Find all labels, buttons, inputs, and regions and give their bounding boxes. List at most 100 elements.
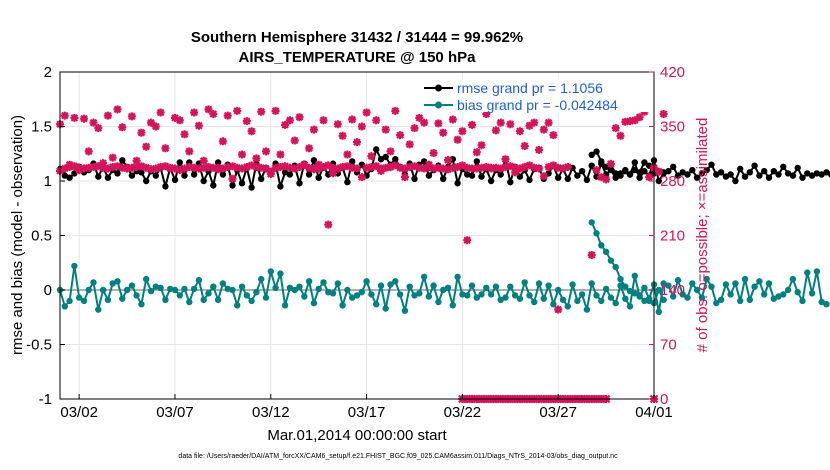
rmse-point bbox=[440, 175, 447, 182]
bias-point bbox=[602, 285, 610, 293]
obs-possible-marker bbox=[626, 117, 634, 126]
bias-point bbox=[670, 293, 677, 300]
marker-stroke bbox=[659, 110, 668, 118]
bias-point bbox=[425, 293, 433, 300]
obs-possible-marker bbox=[75, 163, 84, 172]
marker-stroke bbox=[156, 163, 165, 171]
marker-stroke bbox=[123, 164, 132, 173]
bias-point bbox=[80, 297, 88, 305]
obs-possible-marker bbox=[180, 164, 189, 173]
marker-stroke bbox=[439, 164, 448, 173]
marker-stroke bbox=[539, 125, 548, 134]
marker-stroke bbox=[271, 163, 280, 172]
obs-possible-marker bbox=[444, 156, 452, 164]
bias-point bbox=[799, 297, 806, 305]
obs-possible-marker bbox=[597, 173, 606, 182]
marker-stroke bbox=[65, 163, 74, 171]
marker-stroke bbox=[295, 163, 304, 171]
obs-possible-marker bbox=[448, 163, 457, 172]
rmse-point bbox=[770, 168, 777, 175]
bias-point bbox=[234, 302, 241, 309]
rmse-point bbox=[214, 159, 222, 166]
rmse-point bbox=[138, 169, 145, 176]
bias-point bbox=[535, 280, 543, 287]
rmse-point bbox=[66, 174, 73, 181]
obs-possible-marker bbox=[166, 163, 175, 172]
obs-possible-marker bbox=[266, 167, 275, 176]
bias-point bbox=[722, 281, 730, 288]
marker-stroke bbox=[520, 163, 529, 171]
marker-stroke bbox=[89, 163, 98, 171]
bias-point bbox=[143, 275, 150, 283]
obs-possible-marker bbox=[257, 163, 266, 172]
obs-possible-marker bbox=[60, 164, 69, 173]
bias-point bbox=[420, 273, 428, 281]
marker-stroke bbox=[386, 163, 395, 171]
rmse-point bbox=[473, 158, 480, 165]
obs-possible-marker bbox=[338, 163, 347, 171]
marker-stroke bbox=[468, 164, 476, 173]
obs-possible-marker bbox=[276, 150, 285, 159]
marker-stroke bbox=[491, 163, 500, 172]
obs-possible-marker bbox=[271, 106, 280, 115]
marker-stroke bbox=[530, 163, 539, 172]
rmse-point bbox=[761, 168, 768, 175]
legend-bias-marker bbox=[435, 101, 442, 109]
bias-point bbox=[813, 268, 821, 275]
obs-possible-marker bbox=[333, 164, 342, 173]
marker-stroke bbox=[103, 111, 112, 120]
bias-point bbox=[61, 303, 68, 310]
obs-possible-marker bbox=[99, 159, 108, 168]
marker-stroke bbox=[511, 163, 520, 172]
marker-stroke bbox=[314, 164, 323, 173]
rmse-point bbox=[229, 182, 236, 189]
x-tick-label: 03/12 bbox=[252, 404, 290, 421]
bias-point bbox=[636, 292, 643, 299]
bias-point bbox=[262, 294, 270, 301]
obs-possible-marker bbox=[276, 163, 285, 171]
obs-possible-marker bbox=[420, 164, 429, 173]
bias-point bbox=[291, 286, 298, 294]
bias-point bbox=[555, 286, 562, 294]
rmse-point bbox=[693, 174, 701, 181]
marker-stroke bbox=[353, 138, 361, 147]
bias-point bbox=[617, 282, 624, 289]
bias-point bbox=[521, 279, 528, 286]
bias-point bbox=[176, 292, 183, 299]
bias-point bbox=[459, 291, 466, 298]
bias-point bbox=[277, 270, 284, 277]
obs-possible-marker bbox=[458, 127, 467, 136]
obs-possible-marker bbox=[333, 120, 342, 129]
bias-point bbox=[406, 283, 413, 290]
rmse-point bbox=[784, 170, 792, 177]
obs-possible-marker bbox=[372, 162, 381, 171]
marker-stroke bbox=[463, 163, 472, 172]
marker-stroke bbox=[348, 115, 357, 124]
obs-possible-marker bbox=[94, 124, 103, 133]
x-tick-label: 03/02 bbox=[60, 404, 98, 421]
obs-possible-marker bbox=[377, 164, 385, 173]
bias-point bbox=[353, 292, 361, 299]
bias-point bbox=[272, 284, 279, 291]
bias-point bbox=[598, 297, 605, 305]
bias-point bbox=[583, 306, 591, 313]
obs-possible-marker bbox=[161, 144, 170, 153]
marker-stroke bbox=[482, 163, 491, 171]
bias-point bbox=[119, 295, 126, 302]
bias-point bbox=[569, 281, 576, 288]
marker-stroke bbox=[372, 162, 381, 171]
bias-point bbox=[823, 301, 830, 308]
obs-possible-marker bbox=[511, 168, 520, 177]
bias-point bbox=[210, 283, 217, 290]
bias-point bbox=[612, 263, 619, 271]
marker-stroke bbox=[175, 166, 184, 175]
marker-stroke bbox=[515, 127, 524, 136]
rmse-point bbox=[310, 157, 318, 164]
right-y-tick-label: 280 bbox=[660, 173, 685, 190]
marker-stroke bbox=[616, 131, 625, 140]
marker-stroke bbox=[180, 164, 189, 173]
marker-stroke bbox=[161, 162, 170, 171]
bias-point bbox=[229, 286, 236, 294]
obs-possible-marker bbox=[118, 163, 127, 172]
bias-point bbox=[641, 297, 648, 305]
